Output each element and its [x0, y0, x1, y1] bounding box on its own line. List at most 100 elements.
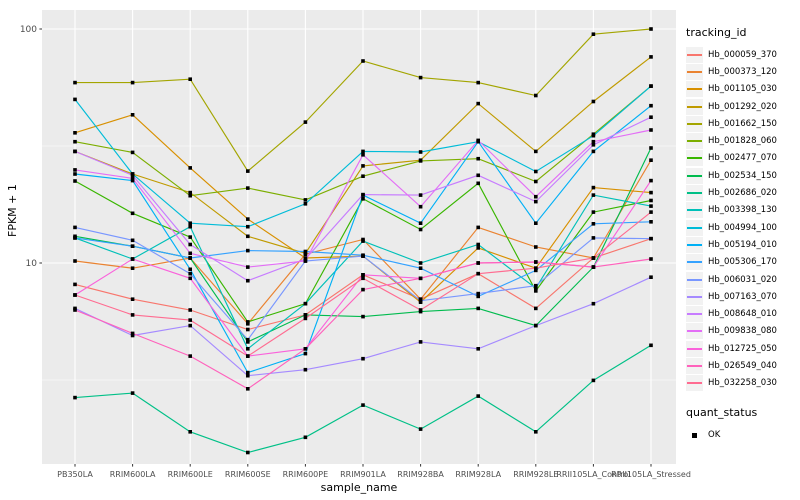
data-point-marker — [303, 259, 308, 263]
data-point-marker — [361, 273, 365, 277]
data-point-marker — [476, 347, 480, 351]
legend-entry-label: Hb_006031_020 — [708, 274, 777, 285]
x-tick-label: PB350LA — [57, 470, 93, 479]
data-point-marker — [534, 283, 538, 288]
data-point-marker — [591, 99, 596, 104]
data-point-marker — [130, 238, 135, 243]
x-tick-label: RRII105LA_Stressed — [611, 470, 691, 479]
data-point-marker — [73, 259, 77, 263]
x-tick-label: RRIM600LE — [168, 470, 213, 479]
data-point-marker — [303, 435, 308, 440]
data-point-marker — [591, 222, 596, 226]
y-axis-title: FPKM + 1 — [6, 184, 19, 237]
data-point-marker — [649, 55, 653, 59]
x-tick-label: RRIM600SE — [225, 470, 271, 479]
data-point-marker — [130, 331, 135, 336]
legend-entry-Hb_026549_040: Hb_026549_040 — [686, 357, 798, 374]
legend-entry-label: Hb_001105_030 — [708, 84, 777, 95]
legend-title-tracking-id: tracking_id — [686, 26, 747, 39]
data-point-marker — [130, 391, 135, 395]
data-point-marker — [246, 340, 250, 344]
data-point-marker — [188, 242, 192, 247]
data-point-marker — [534, 221, 538, 225]
data-point-marker — [73, 395, 77, 400]
legend-entry-label: Hb_000373_120 — [708, 66, 777, 77]
data-point-marker — [418, 159, 423, 163]
plot-panel — [42, 10, 676, 464]
data-point-marker — [130, 333, 135, 338]
data-point-marker — [418, 340, 423, 344]
data-point-marker — [188, 267, 192, 272]
data-point-marker — [246, 248, 250, 253]
data-point-marker — [534, 430, 538, 434]
data-point-marker — [73, 172, 77, 176]
data-point-marker — [476, 225, 480, 230]
legend-key-line-icon — [686, 185, 703, 202]
legend-entry-label: Hb_001292_020 — [708, 101, 777, 112]
legend-key-line-icon — [686, 219, 703, 236]
legend-entry-Hb_003398_130: Hb_003398_130 — [686, 202, 798, 219]
data-point-marker — [246, 347, 250, 351]
data-point-marker — [188, 271, 192, 276]
data-point-marker — [246, 322, 250, 326]
data-point-marker — [649, 178, 653, 183]
legend-entry-label: Hb_001828_060 — [708, 136, 777, 147]
data-point-marker — [649, 275, 653, 279]
data-point-marker — [418, 308, 423, 312]
data-point-marker — [361, 59, 365, 63]
data-point-marker — [649, 158, 653, 162]
data-point-marker — [303, 249, 308, 254]
data-point-marker — [361, 197, 365, 201]
legend-key-line-icon — [686, 46, 703, 63]
data-point-marker — [188, 166, 192, 170]
data-point-marker — [188, 276, 192, 281]
legend-key-line-icon — [686, 357, 703, 374]
data-point-marker — [534, 306, 538, 311]
data-point-marker — [303, 202, 308, 206]
data-point-marker — [591, 149, 596, 154]
data-point-marker — [73, 97, 77, 102]
legend-key-line-icon — [686, 63, 703, 80]
data-point-marker — [534, 194, 538, 199]
data-point-marker — [246, 327, 250, 332]
data-point-marker — [534, 268, 538, 273]
data-point-marker — [476, 246, 480, 250]
legend-key-line-icon — [686, 254, 703, 271]
data-point-marker — [476, 156, 480, 161]
data-point-marker — [246, 320, 250, 324]
data-point-marker — [73, 179, 77, 183]
data-point-marker — [130, 113, 135, 117]
data-point-marker — [649, 198, 653, 203]
legend-entry-Hb_012725_050: Hb_012725_050 — [686, 340, 798, 357]
legend-entry-label: Hb_000059_370 — [708, 49, 777, 60]
data-point-marker — [246, 186, 250, 190]
y-tick-label: 10 — [26, 259, 38, 269]
data-point-marker — [361, 164, 365, 168]
legend-entry-label: Hb_004994_100 — [708, 222, 777, 233]
data-point-marker — [591, 265, 596, 269]
legend-entry-label: Hb_002686_020 — [708, 188, 777, 199]
data-point-marker — [246, 450, 250, 455]
data-point-marker — [130, 80, 135, 85]
legend-key-line-icon — [686, 306, 703, 323]
legend-entry-label: Hb_007163_070 — [708, 291, 777, 302]
legend-entry-Hb_005194_010: Hb_005194_010 — [686, 236, 798, 253]
legend-entry-Hb_002686_020: Hb_002686_020 — [686, 184, 798, 202]
data-point-marker — [649, 257, 653, 261]
legend-entry-Hb_001662_150: Hb_001662_150 — [686, 115, 798, 132]
data-point-marker — [303, 120, 308, 124]
data-point-marker — [188, 193, 192, 198]
data-point-marker — [476, 261, 480, 265]
legend-entry-Hb_002534_150: Hb_002534_150 — [686, 167, 798, 184]
data-point-marker — [591, 236, 596, 240]
x-tick-label: RRIM600LA — [110, 470, 156, 479]
data-point-marker — [303, 367, 308, 372]
data-point-marker — [476, 271, 480, 276]
data-point-marker — [591, 185, 596, 190]
data-point-marker — [246, 354, 250, 358]
data-point-marker — [649, 84, 653, 88]
data-point-marker — [73, 282, 77, 287]
legend-key-line-icon — [686, 167, 703, 184]
legend-key-line-icon — [686, 288, 703, 305]
data-point-marker — [361, 403, 365, 407]
